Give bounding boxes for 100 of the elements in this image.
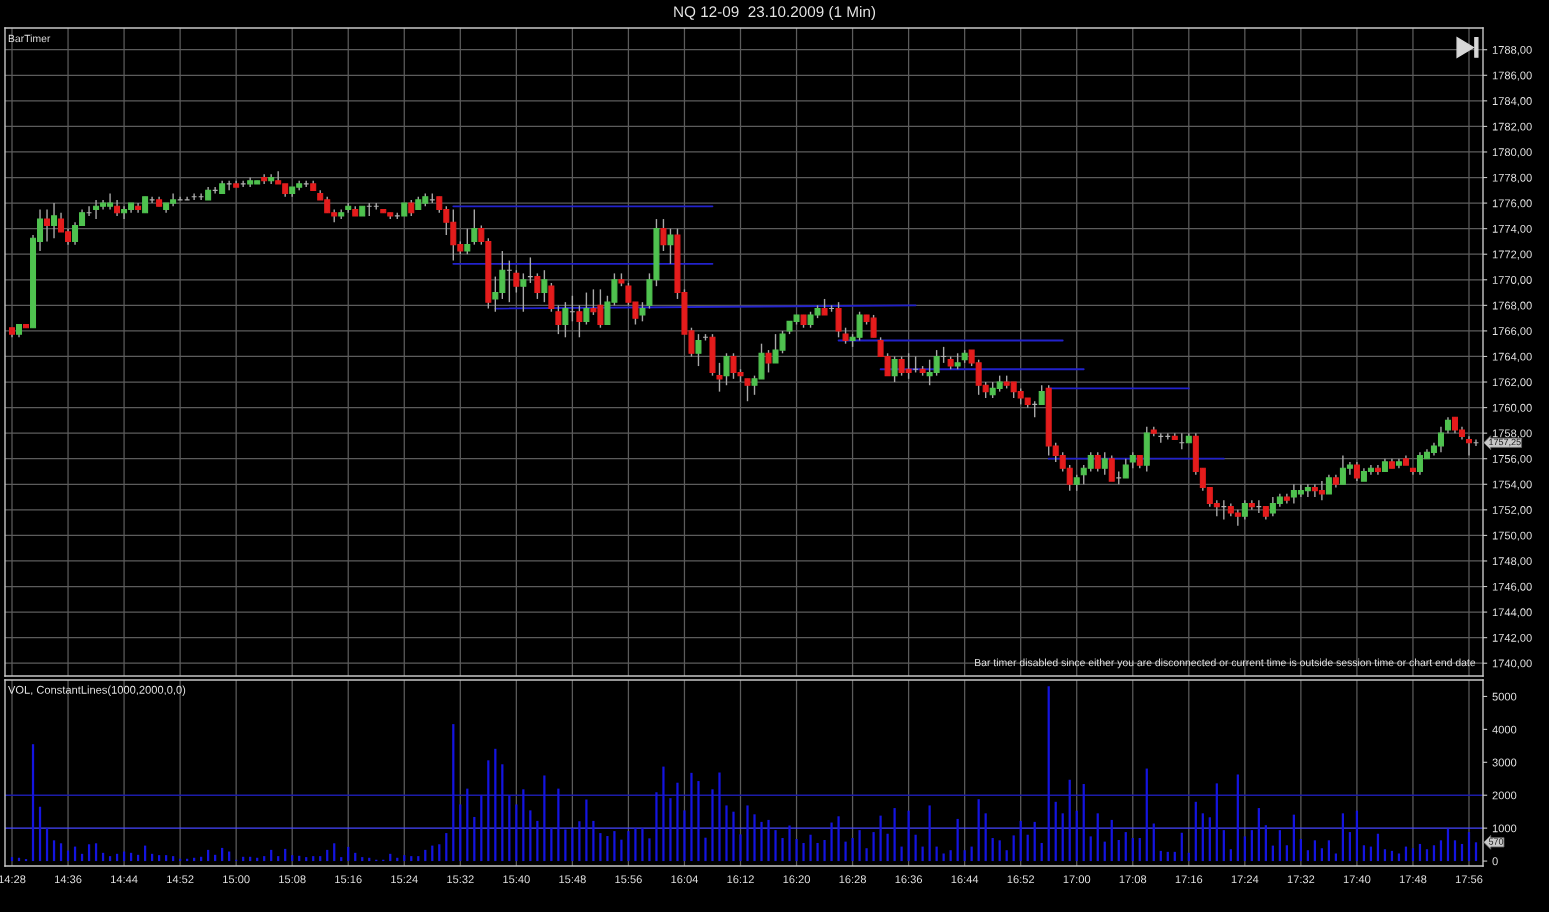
x-tick-label: 17:08 [1119,875,1147,884]
candlestick [744,378,751,402]
candlestick [471,208,478,246]
annotation: 1757,25 [1489,438,1521,447]
x-tick-label: 15:00 [223,875,250,884]
candlestick [261,173,268,185]
bar [879,815,882,862]
x-tick-label: 17:16 [1175,875,1203,884]
bar [676,782,679,862]
bar [578,821,581,862]
bar [760,821,763,862]
x-tick-label: 15:56 [615,875,642,884]
y-tick-label: 2000 [1492,791,1517,800]
bar [788,825,791,862]
bar [1012,835,1015,862]
bar [844,841,847,862]
candlestick [520,272,527,313]
y-tick-label: 1754,00 [1492,480,1532,490]
bar [1215,783,1218,862]
candlestick [135,202,142,214]
bar [1278,830,1281,862]
bar [746,805,749,862]
bar [641,828,644,862]
candlestick [667,227,674,265]
bar [319,856,322,862]
bar [606,836,609,862]
x-tick-label: 14:44 [111,875,138,884]
bar [1453,840,1457,862]
bar [704,837,707,862]
bar [781,838,784,862]
candlestick [695,333,702,367]
x-tick-label: 15:16 [335,875,362,884]
bar [683,810,686,862]
annotation: BarTimer [8,34,51,43]
bar [858,830,861,862]
bar [599,833,602,862]
y-tick-label: 5000 [1492,692,1517,701]
x-tick-label: 14:36 [54,875,82,884]
candlestick [541,269,548,303]
bar [739,834,742,862]
candlestick [660,218,667,252]
bar [627,831,630,862]
bar [900,846,903,862]
y-tick-label: 1744,00 [1492,608,1532,618]
bar [171,856,175,862]
x-tick-label: 16:04 [671,875,699,884]
bar [1285,845,1288,862]
bar [725,805,728,862]
y-tick-label: 1752,00 [1492,506,1532,516]
bar [1299,839,1302,862]
candlestick [464,227,471,255]
y-tick-label: 1786,00 [1492,71,1532,81]
candlestick [765,349,772,374]
bar [718,772,721,862]
y-tick-label: 3000 [1492,758,1517,767]
bar [774,830,777,862]
bar [1432,845,1436,862]
y-tick-label: 4000 [1492,725,1517,734]
bar [655,792,658,862]
y-tick-label: 1000 [1492,824,1517,833]
bar [865,848,868,862]
x-tick-label: 16:44 [951,875,979,884]
candlestick [44,208,51,243]
candlestick [1353,461,1360,482]
bar [1334,853,1338,862]
bar [312,856,315,862]
bar [732,811,735,862]
y-tick-label: 1758,00 [1492,429,1532,439]
bar [984,813,987,862]
y-tick-label: 1788,00 [1492,46,1532,56]
bar [164,855,168,862]
candlestick [1241,499,1248,521]
x-tick-label: 17:32 [1287,875,1315,884]
bar [914,834,917,862]
bar [837,816,840,862]
bar [949,850,952,862]
candlestick [1038,384,1045,406]
bar [59,843,63,862]
chart-title: NQ 12-09 23.10.2009 (1 Min) [674,5,876,21]
bar [585,799,588,862]
x-tick-label: 17:40 [1343,875,1371,884]
y-tick-label: 1782,00 [1492,122,1532,132]
bar [767,819,770,862]
x-tick-label: 16:36 [895,875,923,884]
x-tick-label: 17:48 [1399,875,1427,884]
y-tick-label: 1778,00 [1492,173,1532,183]
bar [1250,830,1253,862]
candlestick [226,180,233,192]
bar [662,766,665,862]
x-tick-label: 16:20 [783,875,810,884]
y-tick-label: 1750,00 [1492,531,1532,541]
bar [669,798,672,862]
bar [690,772,693,862]
x-tick-label: 16:28 [839,875,866,884]
bar [1327,840,1331,862]
bar [459,804,462,862]
x-tick-label: 15:32 [447,875,474,884]
y-tick-label: 1742,00 [1492,633,1532,644]
bar [108,856,112,862]
candlestick [184,196,191,201]
